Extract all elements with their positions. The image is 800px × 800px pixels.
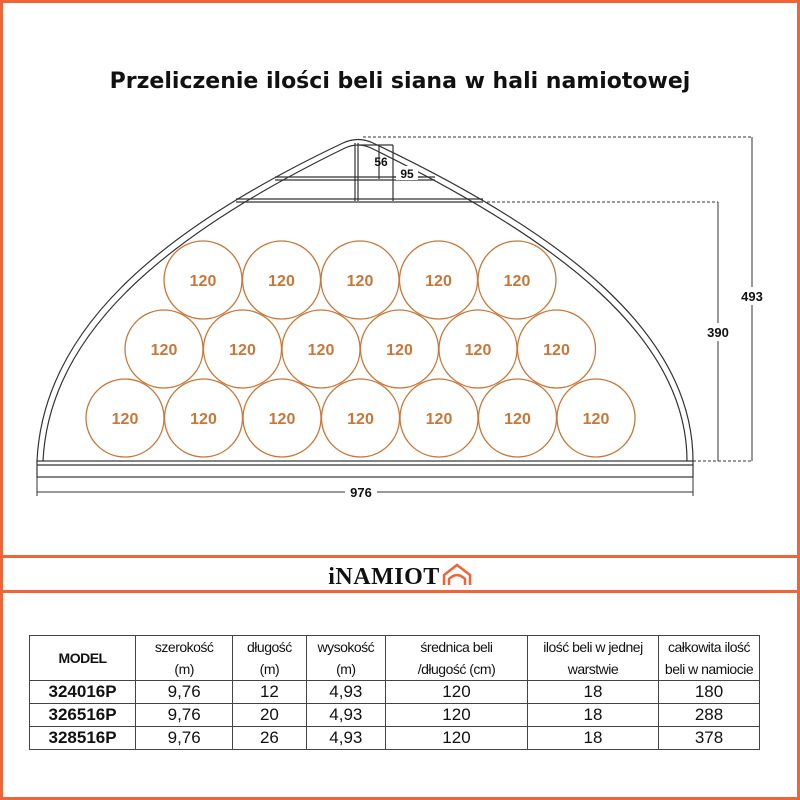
bale-label: 120 [190,411,217,428]
table-cell: 288 [658,703,760,727]
bale-label: 120 [347,411,374,428]
table-header-row: MODEL szerokość (m) długość (m) wysokość (m) śr… [28,635,760,681]
tent-base [36,460,694,478]
table-cell: 4,93 [305,703,387,727]
table-cell: 120 [385,680,528,704]
table-cell: 378 [658,726,760,750]
table-cell: 120 [385,703,528,727]
column-header: ilość beli w jednej warstwie [526,635,660,681]
model-cell: 324016P [28,680,137,704]
column-header-line: całkowita ilość [668,639,750,655]
table-cell: 9,76 [135,680,234,704]
table-cell: 9,76 [135,703,234,727]
bale-label: 120 [151,342,178,359]
table-cell: 120 [385,726,528,750]
bale-label: 120 [347,273,374,290]
table-row: 324016P 9,76 12 4,93 120 18 180 [28,680,760,704]
tent-house-icon [442,563,471,585]
bale-label: 120 [425,273,452,290]
dim-label-95: 95 [400,167,414,181]
table-cell: 180 [658,680,760,704]
column-header-line: MODEL [58,650,108,666]
bale-label: 120 [504,273,531,290]
bale-label: 120 [229,342,256,359]
column-header-line: wysokość [317,639,375,655]
dim-label-390: 390 [707,325,729,340]
column-header-line: warstwie [567,661,619,677]
dim-label-56: 56 [374,155,388,169]
model-cell: 326516P [28,703,137,727]
tent-diagram: 493 390 976 56 95 120 120 120 120 120 120 120 1… [36,136,770,502]
table-cell: 9,76 [135,726,234,750]
bale-label: 120 [504,411,531,428]
bale-label: 120 [112,411,139,428]
table-row: 328516P 9,76 26 4,93 120 18 378 [28,726,760,750]
column-header-line: średnica beli [420,639,493,655]
column-header: całkowita ilość beli w namiocie [658,635,760,681]
column-header-line: długość [247,639,292,655]
bale-label: 120 [426,411,453,428]
bale-label: 120 [269,411,296,428]
model-cell: 328516P [28,726,137,750]
column-header: długość (m) [232,635,307,681]
page-title: Przeliczenie ilości beli siana w hali na… [109,69,691,94]
hay-bale [477,240,557,320]
table-cell: 18 [526,726,660,750]
column-header-line: (m) [259,661,280,677]
bale-label: 120 [190,273,217,290]
logo-text: iNAMIOT [328,564,440,590]
column-header-line: szerokość [154,639,214,655]
column-header-line: (m) [336,661,356,677]
column-header-line: beli w namiocie [664,661,754,677]
column-header: średnica beli/długość (cm) [385,635,528,681]
table-cell: 18 [526,680,660,704]
bale-label: 120 [465,342,492,359]
bale-label: 120 [386,342,413,359]
bale-label: 120 [308,342,335,359]
column-header-line: (m) [174,661,194,677]
tent-outline-outer [36,138,694,462]
table-row: 326516P 9,76 20 4,93 120 18 288 [28,703,760,727]
table-cell: 12 [232,680,307,704]
bale-label: 120 [268,273,295,290]
column-header-line: ilość beli w jednej [543,639,643,655]
dim-label-493: 493 [741,289,763,304]
column-header: szerokość (m) [135,635,234,681]
dim-label-976: 976 [350,485,372,500]
hay-bale [516,309,597,389]
table-cell: 26 [232,726,307,750]
table-cell: 20 [232,703,307,727]
divider-bottom [3,590,797,593]
column-header: MODEL [28,635,137,681]
model-table: MODEL szerokość (m) długość (m) wysokość (m) śr… [28,635,760,750]
table-cell: 4,93 [305,726,387,750]
logo: iNAMIOT [3,563,797,591]
hay-bale [556,378,636,458]
table-cell: 4,93 [305,680,387,704]
table-cell: 18 [526,703,660,727]
column-header: wysokość (m) [305,635,387,681]
column-header-line: /długość (cm) [417,661,496,677]
bale-label: 120 [543,342,570,359]
bale-label: 120 [583,411,610,428]
divider-top [3,555,797,558]
